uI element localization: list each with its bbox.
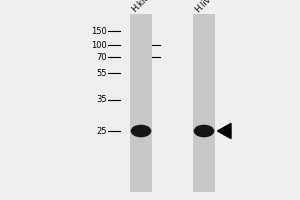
Text: 100: 100	[91, 40, 106, 49]
Bar	[193, 14, 215, 192]
Text: 35: 35	[96, 96, 106, 104]
Text: 150: 150	[91, 26, 106, 36]
Text: H.liver: H.liver	[193, 0, 219, 14]
Polygon shape	[218, 123, 231, 139]
Text: 70: 70	[96, 52, 106, 62]
Bar	[130, 14, 152, 192]
Text: 55: 55	[96, 68, 106, 77]
Ellipse shape	[131, 125, 151, 137]
Text: H.kidney: H.kidney	[130, 0, 163, 14]
Text: 25: 25	[96, 127, 106, 136]
Ellipse shape	[194, 125, 214, 137]
